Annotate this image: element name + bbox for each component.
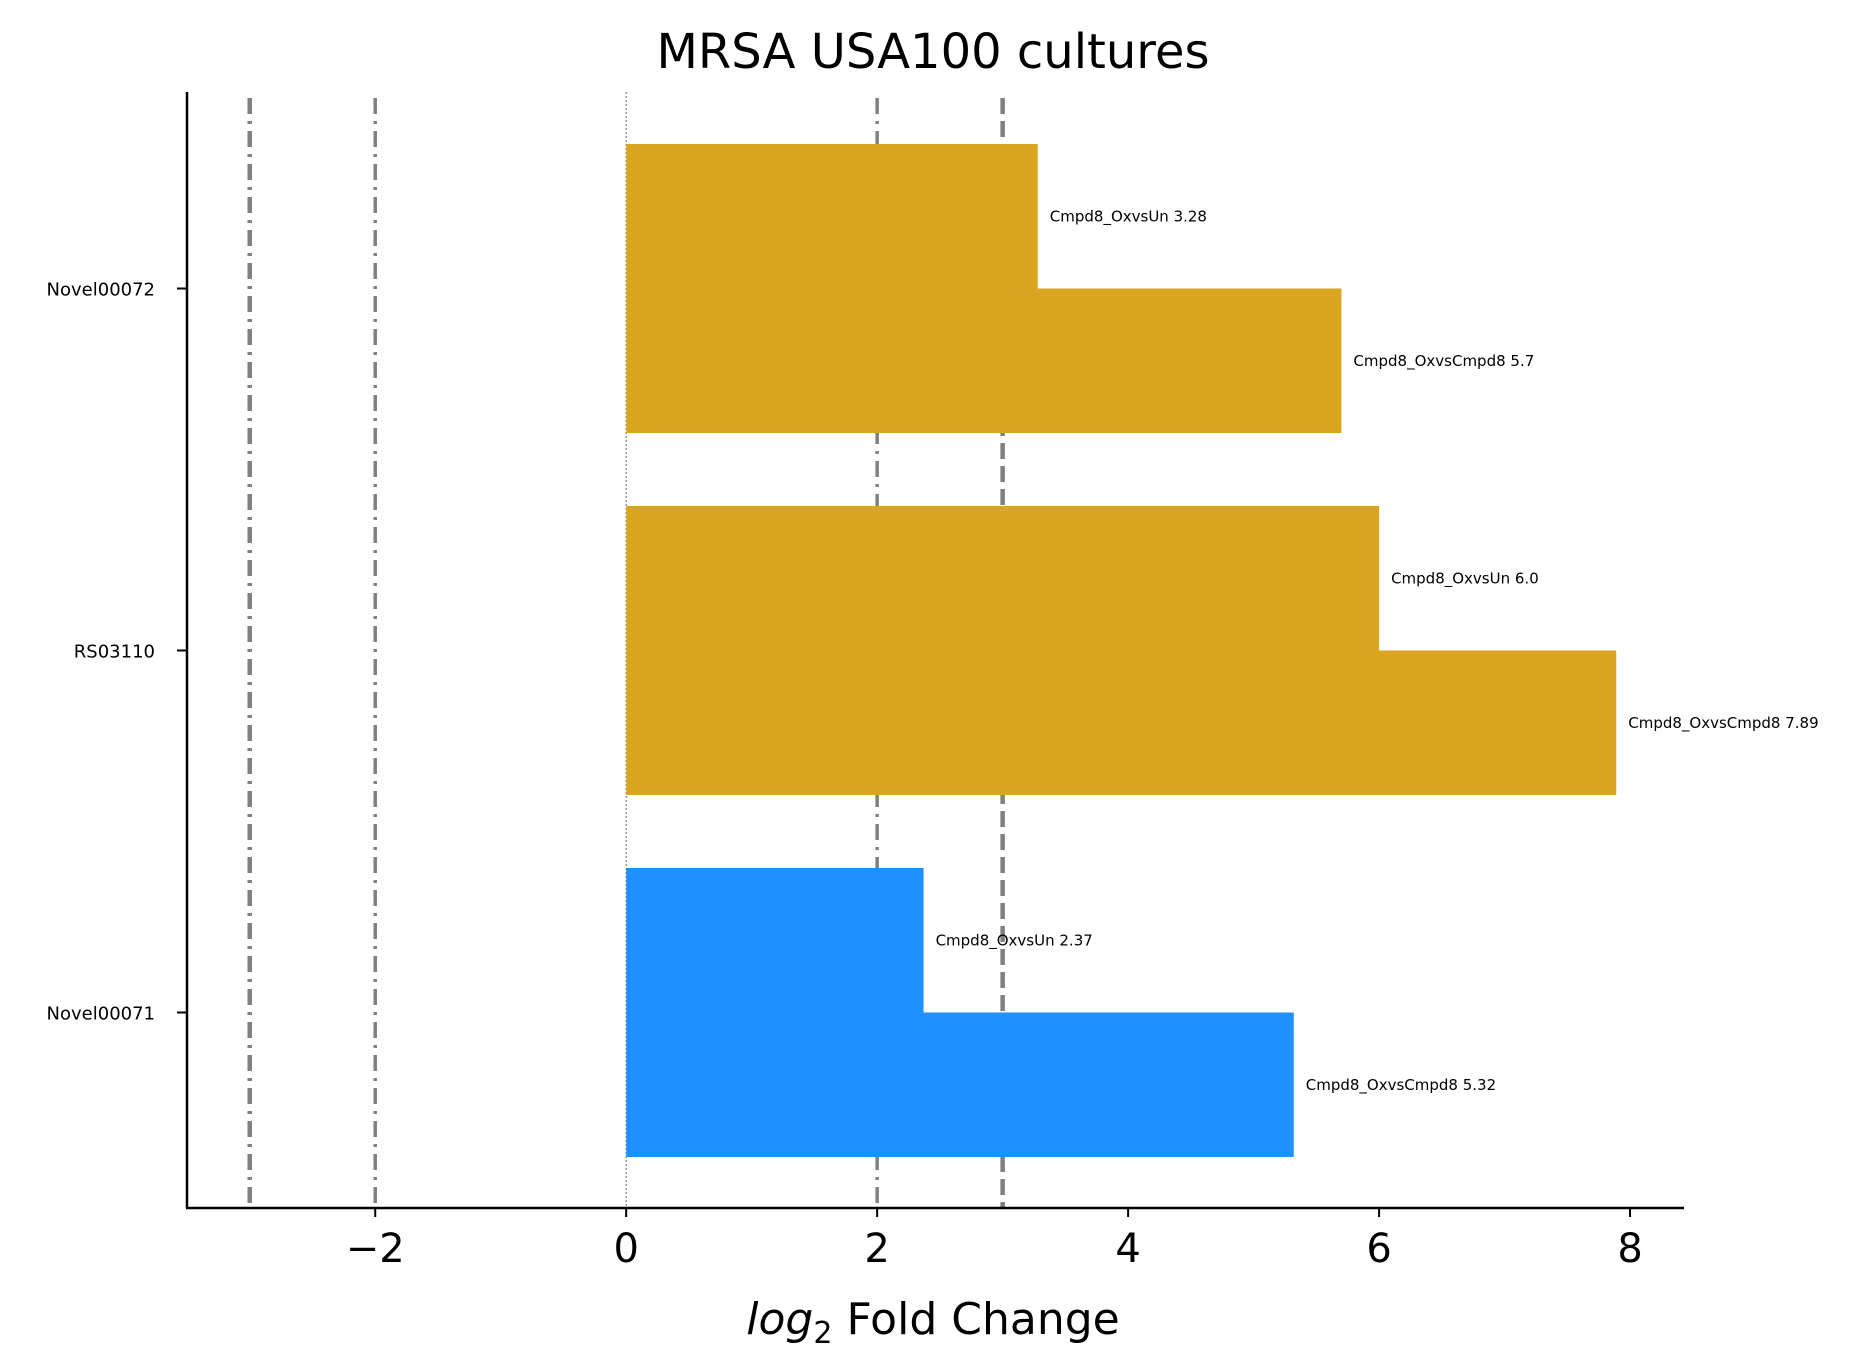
x-tick-label: −2 [346,1226,405,1272]
y-tick-label: Novel00071 [47,1004,155,1025]
bar-value-label: Cmpd8_OxvsUn 2.37 [936,931,1093,950]
bar-value-label: Cmpd8_OxvsCmpd8 5.7 [1353,352,1534,371]
x-axis-label-subscript: 2 [813,1316,832,1351]
bar [626,506,1380,651]
x-axis-label: log2 Fold Change [746,1294,1119,1351]
chart-title: MRSA USA100 cultures [656,24,1209,80]
bar [626,1012,1294,1157]
x-tick-label: 8 [1617,1226,1642,1272]
x-axis-label-var: log [746,1294,813,1345]
bars [626,144,1617,1157]
y-axis-ticks: Novel00072 RS03110 Novel00071 [47,280,187,1025]
bar [626,868,924,1013]
x-axis-ticks: −2 0 2 4 6 8 [346,1208,1643,1272]
y-tick-label: Novel00072 [47,280,155,301]
bar-value-label: Cmpd8_OxvsUn 3.28 [1050,207,1207,226]
bar-value-label: Cmpd8_OxvsCmpd8 5.32 [1306,1076,1496,1095]
x-tick-label: 2 [864,1226,889,1272]
bar-value-label: Cmpd8_OxvsCmpd8 7.89 [1628,714,1818,733]
x-axis-label-rest: Fold Change [832,1294,1119,1345]
bar-value-label: Cmpd8_OxvsUn 6.0 [1391,569,1539,588]
bar [626,650,1617,795]
x-tick-label: 4 [1115,1226,1140,1272]
bar [626,144,1038,289]
bar [626,288,1342,433]
bar-labels: Cmpd8_OxvsUn 3.28 Cmpd8_OxvsCmpd8 5.7 Cmpd… [936,207,1819,1095]
x-tick-label: 6 [1366,1226,1391,1272]
x-tick-label: 0 [613,1226,638,1272]
y-tick-label: RS03110 [74,642,155,663]
